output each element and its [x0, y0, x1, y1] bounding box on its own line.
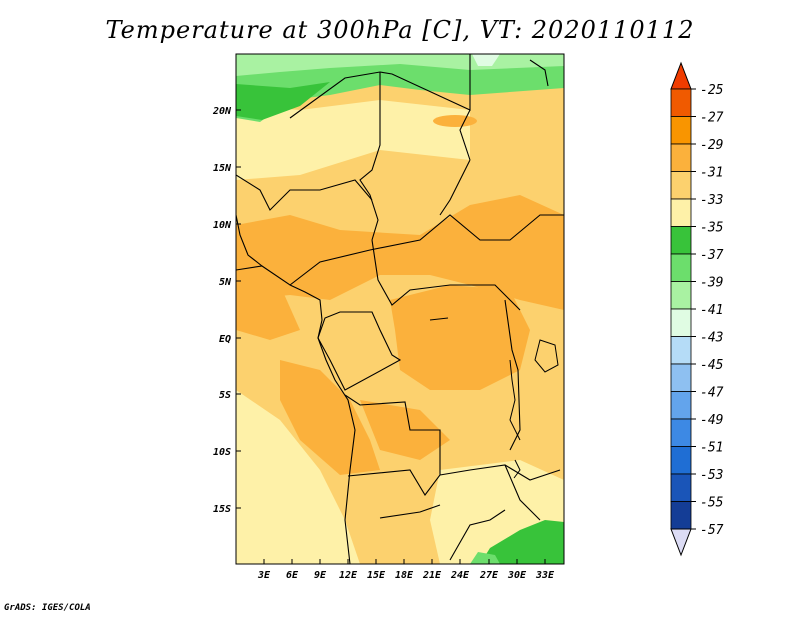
colorbar-label: -33: [700, 193, 723, 208]
colorbar-label: -27: [700, 111, 724, 126]
field-warm-spot: [433, 115, 477, 127]
colorbar-bottom-triangle: [670, 528, 692, 557]
colorbar-label: -31: [700, 166, 723, 181]
colorbar-swatch: [670, 88, 692, 117]
lat-label: 10N: [213, 220, 232, 231]
lon-label: 30E: [507, 570, 527, 581]
lon-label: 33E: [535, 570, 555, 581]
colorbar-label: -49: [700, 413, 723, 428]
lon-label: 21E: [422, 570, 442, 581]
field-green-south-2: [470, 552, 500, 564]
lon-label: 6E: [286, 570, 299, 581]
colorbar-swatch: [670, 253, 692, 282]
temperature-field: [236, 54, 564, 564]
lat-label: 20N: [212, 106, 232, 117]
colorbar-swatch: [670, 171, 692, 200]
colorbar-label: -37: [700, 248, 724, 263]
field-north-cool: [236, 100, 470, 180]
field-green-south: [480, 520, 564, 564]
colorbar-label: -57: [700, 523, 724, 538]
field-green-west: [236, 82, 330, 120]
lat-label: 15S: [213, 504, 231, 515]
lakes: [429, 317, 559, 479]
lon-label: 9E: [314, 570, 327, 581]
colorbar-swatch: [670, 116, 692, 145]
lat-label: 15N: [213, 163, 232, 174]
grads-credit: GrADS: IGES/COLA: [4, 603, 91, 613]
colorbar-swatch: [670, 363, 692, 392]
lon-label: 27E: [479, 570, 499, 581]
colorbar-swatch: [670, 446, 692, 475]
lat-label: 5N: [219, 277, 232, 288]
colorbar-swatch: [670, 308, 692, 337]
colorbar-swatch: [670, 336, 692, 365]
colorbar-label: -25: [700, 83, 724, 98]
colorbar-label: -47: [700, 386, 724, 401]
colorbar-label: -43: [700, 331, 723, 346]
field-southwest-cool: [236, 390, 360, 564]
colorbar-swatch: [670, 501, 692, 530]
country-borders: [236, 54, 564, 561]
colorbar-label: -39: [700, 276, 723, 291]
colorbar-label: -51: [700, 441, 723, 456]
colorbar-swatch: [670, 418, 692, 447]
latitude-axis: 20N 15N 10N 5N EQ 5S 10S 15S: [212, 106, 232, 515]
colorbar-label: -41: [700, 303, 723, 318]
colorbar-label: -55: [700, 496, 724, 511]
colorbar-swatch: [670, 226, 692, 255]
field-cold-north: [236, 54, 564, 122]
map-frame: [235, 53, 565, 565]
field-lightest: [472, 54, 500, 66]
field-warm-band-north: [236, 195, 564, 310]
colorbar-label: -53: [700, 468, 723, 483]
colorbar-swatch: [670, 281, 692, 310]
coastline: [236, 59, 549, 564]
colorbar-swatch: [670, 143, 692, 172]
lon-label: 3E: [257, 570, 271, 581]
field-warm-coast: [236, 275, 300, 340]
lon-label: 15E: [367, 570, 386, 581]
colorbar-top-triangle: [670, 61, 692, 90]
colorbar-swatch: [670, 391, 692, 420]
lon-label: 12E: [339, 570, 358, 581]
lat-label: 10S: [213, 447, 231, 458]
field-warm-angola: [280, 360, 380, 475]
colorbar-swatch: [670, 473, 692, 502]
lon-label: 24E: [450, 570, 470, 581]
colorbar-label: -45: [700, 358, 724, 373]
longitude-axis: 3E 6E 9E 12E 15E 18E 21E 24E 27E 30E 33E: [257, 570, 555, 581]
lon-label: 18E: [395, 570, 414, 581]
map-title: Temperature at 300hPa [C], VT: 202011011…: [105, 16, 695, 44]
colorbar: -25 -27 -29 -31 -33 -35 -37 -39 -41 -43 -45 -47 -49 -…: [670, 61, 724, 557]
colorbar-label: -35: [700, 221, 724, 236]
colorbar-label: -29: [700, 138, 723, 153]
lat-label: 5S: [219, 390, 231, 401]
field-warm-congo: [390, 285, 530, 390]
colorbar-swatch: [670, 198, 692, 227]
lat-label: EQ: [219, 334, 231, 345]
field-warm-south: [360, 400, 450, 460]
latitude-ticks: [236, 109, 241, 509]
longitude-ticks: [263, 559, 546, 564]
